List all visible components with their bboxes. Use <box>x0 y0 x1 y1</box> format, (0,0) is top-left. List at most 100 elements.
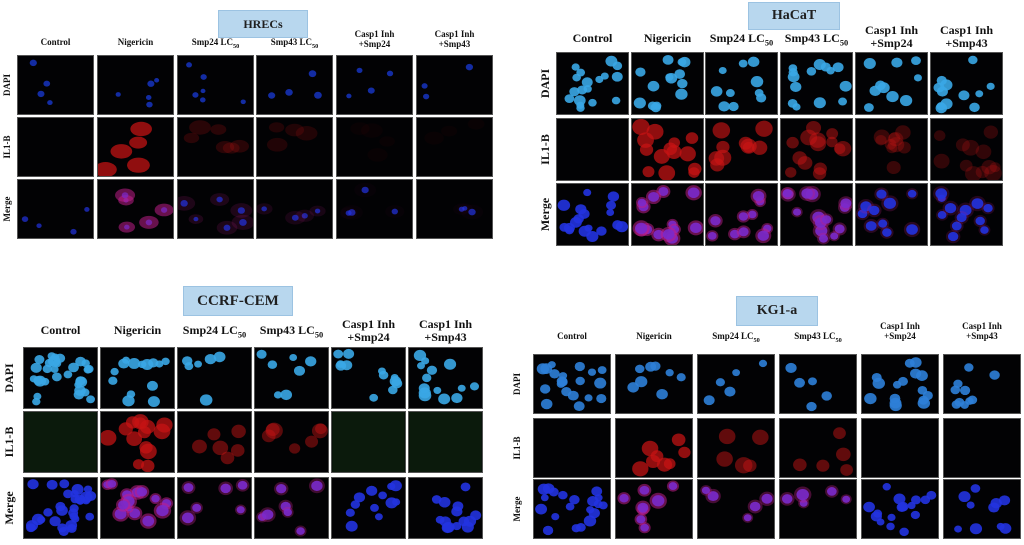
micrograph-tile <box>256 117 333 177</box>
micrograph-tile <box>17 179 94 239</box>
column-label: Smp24 LC50 <box>191 37 240 50</box>
column-label: Smp43 LC50 <box>794 331 842 344</box>
micrograph-tile <box>97 55 174 115</box>
column-label: Control <box>40 37 71 47</box>
micrograph-tile <box>23 477 98 539</box>
micrograph-tile <box>533 479 611 539</box>
micrograph-tile <box>855 118 928 181</box>
row-label: IL1-B <box>2 135 12 159</box>
column-label: Nigericin <box>117 37 154 47</box>
micrograph-tile <box>416 179 493 239</box>
micrograph-tile <box>177 347 252 409</box>
column-label: Casp1 Inh +Smp43 <box>434 29 475 49</box>
panel-title: HRECs <box>218 10 308 38</box>
micrograph-tile <box>780 183 853 246</box>
micrograph-tile <box>97 117 174 177</box>
micrograph-tile <box>177 117 254 177</box>
row-label: DAPI <box>538 68 552 99</box>
micrograph-tile <box>556 183 629 246</box>
panel-title: HaCaT <box>748 2 840 30</box>
micrograph-tile <box>631 183 704 246</box>
micrograph-tile <box>23 411 98 473</box>
micrograph-tile <box>100 477 175 539</box>
micrograph-tile <box>177 179 254 239</box>
micrograph-tile <box>697 354 775 414</box>
column-label: Nigericin <box>643 31 692 45</box>
micrograph-tile <box>254 477 329 539</box>
micrograph-tile <box>631 52 704 115</box>
row-label: DAPI <box>2 363 16 393</box>
micrograph-tile <box>408 347 483 409</box>
column-label: Control <box>557 331 587 341</box>
micrograph-tile <box>533 418 611 478</box>
micrograph-tile <box>254 411 329 473</box>
row-label: DAPI <box>512 373 522 395</box>
micrograph-tile <box>930 118 1003 181</box>
row-label: DAPI <box>2 74 12 96</box>
micrograph-tile <box>861 418 939 478</box>
micrograph-tile <box>408 477 483 539</box>
row-label: IL1-B <box>2 426 16 458</box>
micrograph-tile <box>177 411 252 473</box>
row-label: IL1-B <box>512 436 522 460</box>
micrograph-tile <box>780 118 853 181</box>
micrograph-tile <box>779 479 857 539</box>
micrograph-tile <box>256 55 333 115</box>
column-label: Nigericin <box>636 331 672 341</box>
micrograph-tile <box>615 479 693 539</box>
micrograph-tile <box>336 117 413 177</box>
micrograph-tile <box>861 354 939 414</box>
micrograph-tile <box>779 418 857 478</box>
micrograph-tile <box>17 117 94 177</box>
micrograph-tile <box>556 118 629 181</box>
row-label: Merge <box>2 491 16 525</box>
micrograph-tile <box>705 118 778 181</box>
panel-title: KG1-a <box>736 296 818 326</box>
micrograph-tile <box>631 118 704 181</box>
micrograph-tile <box>336 179 413 239</box>
column-label: Casp1 Inh +Smp24 <box>354 29 395 49</box>
micrograph-tile <box>256 179 333 239</box>
column-label: Control <box>572 31 613 45</box>
micrograph-tile <box>779 354 857 414</box>
micrograph-tile <box>177 477 252 539</box>
micrograph-tile <box>943 479 1021 539</box>
micrograph-tile <box>17 55 94 115</box>
column-label: Casp1 Inh +Smp43 <box>939 23 994 51</box>
column-label: Smp43 LC50 <box>784 31 849 48</box>
micrograph-tile <box>556 52 629 115</box>
column-label: Smp24 LC50 <box>182 323 247 340</box>
column-label: Smp24 LC50 <box>709 31 774 48</box>
column-label: Casp1 Inh +Smp24 <box>864 23 919 51</box>
micrograph-tile <box>416 117 493 177</box>
column-label: Smp43 LC50 <box>270 37 319 50</box>
row-label: Merge <box>512 496 522 522</box>
micrograph-tile <box>855 52 928 115</box>
micrograph-tile <box>943 354 1021 414</box>
column-label: Casp1 Inh +Smp24 <box>880 321 920 341</box>
micrograph-tile <box>331 477 406 539</box>
micrograph-tile <box>254 347 329 409</box>
micrograph-tile <box>331 411 406 473</box>
panel-title: CCRF-CEM <box>183 286 293 316</box>
micrograph-tile <box>861 479 939 539</box>
micrograph-tile <box>697 418 775 478</box>
micrograph-tile <box>615 354 693 414</box>
micrograph-tile <box>23 347 98 409</box>
micrograph-tile <box>930 183 1003 246</box>
micrograph-tile <box>97 179 174 239</box>
micrograph-tile <box>943 418 1021 478</box>
row-label: Merge <box>2 196 12 222</box>
column-label: Casp1 Inh +Smp43 <box>962 321 1002 341</box>
micrograph-tile <box>408 411 483 473</box>
micrograph-tile <box>100 347 175 409</box>
column-label: Casp1 Inh +Smp24 <box>341 317 396 345</box>
micrograph-tile <box>533 354 611 414</box>
micrograph-tile <box>331 347 406 409</box>
micrograph-tile <box>855 183 928 246</box>
micrograph-tile <box>615 418 693 478</box>
column-label: Control <box>40 323 81 337</box>
column-label: Smp43 LC50 <box>259 323 324 340</box>
column-label: Casp1 Inh +Smp43 <box>418 317 473 345</box>
micrograph-tile <box>177 55 254 115</box>
